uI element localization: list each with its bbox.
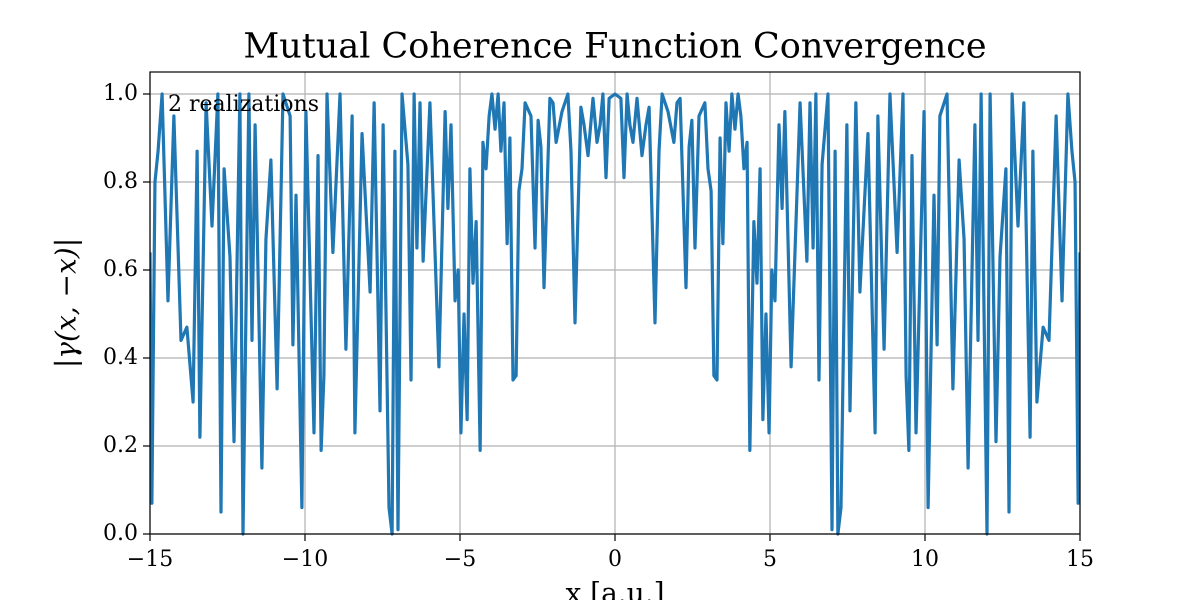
- y-tick-label: 0.8: [103, 169, 138, 194]
- annotation: 2 realizations: [168, 92, 319, 117]
- x-tick-label: −5: [444, 547, 476, 572]
- x-tick-label: −15: [127, 547, 173, 572]
- y-axis-label: |γ(x, −x)|: [50, 238, 83, 368]
- y-tick-label: 0.0: [103, 521, 138, 546]
- chart-title: Mutual Coherence Function Convergence: [243, 27, 986, 67]
- x-axis-label: x [a.u.]: [565, 577, 664, 600]
- y-tick-label: 0.4: [103, 345, 138, 370]
- x-tick-label: 5: [763, 547, 777, 572]
- x-tick-label: −10: [282, 547, 328, 572]
- y-tick-label: 0.6: [103, 257, 138, 282]
- x-tick-label: 15: [1066, 547, 1094, 572]
- plot-frame: [149, 71, 1081, 535]
- y-tick-label: 0.2: [103, 433, 138, 458]
- data-line: [150, 92, 1080, 536]
- x-tick-label: 10: [911, 547, 939, 572]
- x-tick-label: 0: [608, 547, 622, 572]
- y-tick-label: 1.0: [103, 81, 138, 106]
